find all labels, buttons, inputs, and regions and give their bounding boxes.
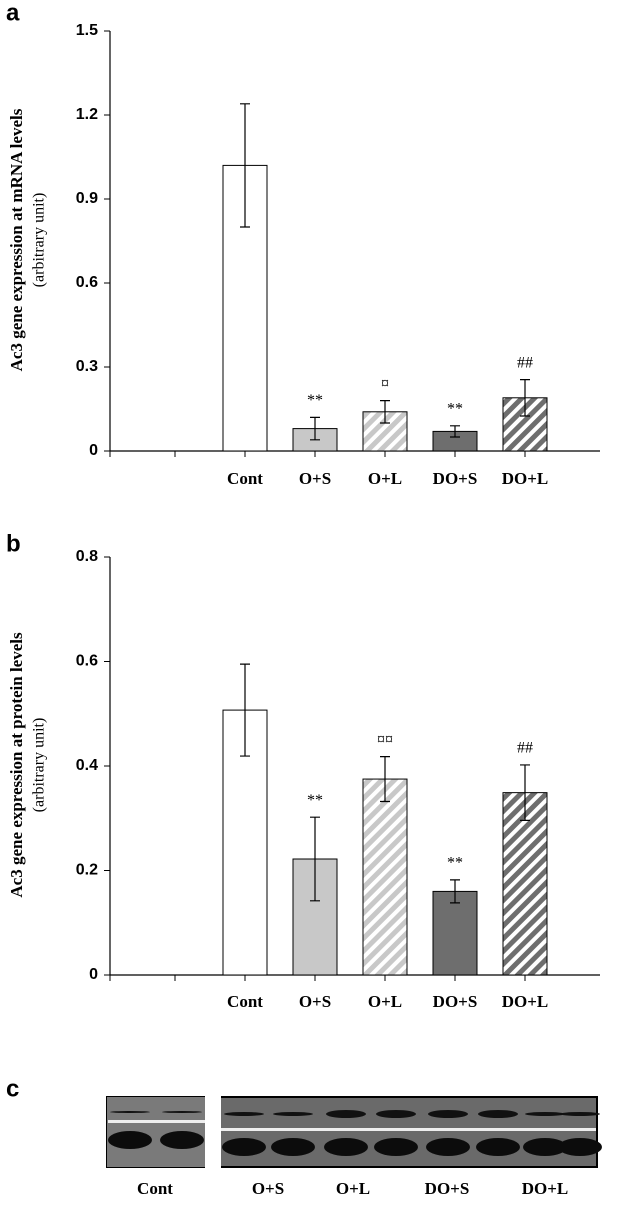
y-tick-label: 0.9	[76, 190, 98, 207]
annotation: ¤¤	[377, 731, 393, 748]
x-tick-label: O+L	[368, 469, 402, 488]
error-bar	[380, 400, 390, 424]
bar	[502, 792, 548, 976]
annotation: **	[447, 400, 463, 417]
bar	[362, 411, 408, 452]
x-tick-label: DO+S	[433, 992, 478, 1011]
annotation: ##	[517, 354, 533, 371]
y-tick-label: 1.5	[76, 22, 98, 39]
y-tick-label: 0.4	[76, 757, 98, 774]
error-bar	[450, 425, 460, 438]
error-bar	[520, 379, 530, 417]
y-tick-label: 0.6	[76, 274, 98, 291]
annotation: **	[447, 855, 463, 872]
error-bar	[380, 755, 390, 803]
lane-label: DO+L	[522, 1179, 569, 1198]
y-axis-label: Ac3 gene expression at mRNA levels	[7, 108, 26, 371]
y-tick-label: 0	[89, 442, 98, 459]
y-tick-label: 0.3	[76, 358, 98, 375]
x-tick-label: O+S	[299, 469, 331, 488]
error-bar	[310, 816, 320, 902]
error-bar	[450, 879, 460, 904]
lane-label: O+L	[336, 1179, 370, 1198]
panel-label: c	[6, 1075, 19, 1102]
error-bar	[240, 103, 250, 228]
panel-label: a	[6, 0, 20, 26]
annotation: ##	[517, 740, 533, 757]
y-axis-label-sub: (arbitrary unit)	[31, 718, 48, 813]
lane-label: DO+S	[425, 1179, 470, 1198]
lane-label: O+S	[252, 1179, 284, 1198]
bar	[362, 778, 408, 976]
y-tick-label: 0.8	[76, 548, 98, 565]
y-tick-label: 0.6	[76, 653, 98, 670]
x-tick-label: O+L	[368, 992, 402, 1011]
x-tick-label: Cont	[227, 469, 263, 488]
error-bar	[240, 663, 250, 757]
error-bar	[520, 764, 530, 821]
y-tick-label: 0	[89, 966, 98, 983]
bar	[432, 890, 478, 976]
y-tick-label: 0.2	[76, 862, 98, 879]
annotation: ¤	[381, 375, 389, 392]
x-tick-label: DO+L	[502, 469, 549, 488]
x-tick-label: DO+S	[433, 469, 478, 488]
x-tick-label: DO+L	[502, 992, 549, 1011]
annotation: **	[307, 792, 323, 809]
lane-label: Cont	[137, 1179, 173, 1198]
panel-label: b	[6, 530, 21, 557]
y-axis-label: Ac3 gene expression at protein levels	[7, 632, 26, 898]
error-bar	[310, 416, 320, 441]
x-tick-label: O+S	[299, 992, 331, 1011]
annotation: **	[307, 392, 323, 409]
x-tick-label: Cont	[227, 992, 263, 1011]
y-tick-label: 1.2	[76, 106, 98, 123]
y-axis-label-sub: (arbitrary unit)	[31, 193, 48, 288]
western-blot	[106, 1096, 602, 1168]
